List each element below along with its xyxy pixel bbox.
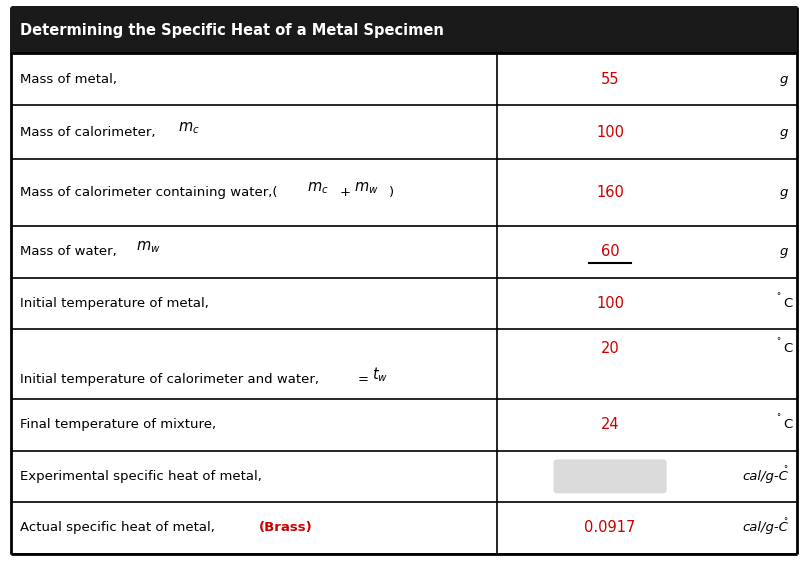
Text: Initial temperature of metal,: Initial temperature of metal, xyxy=(20,297,209,310)
Text: 100: 100 xyxy=(596,125,624,140)
Text: g: g xyxy=(780,72,788,86)
Text: Mass of calorimeter containing water,(: Mass of calorimeter containing water,( xyxy=(20,186,278,199)
Text: +: + xyxy=(339,186,351,199)
Text: Initial temperature of calorimeter and water,: Initial temperature of calorimeter and w… xyxy=(20,373,319,386)
Text: 0.0917: 0.0917 xyxy=(584,521,636,535)
Text: Determining the Specific Heat of a Metal Specimen: Determining the Specific Heat of a Metal… xyxy=(20,23,444,38)
Text: Mass of water,: Mass of water, xyxy=(20,246,117,259)
Text: (Brass): (Brass) xyxy=(259,521,313,535)
Text: cal/g-C: cal/g-C xyxy=(742,521,788,535)
Text: Final temperature of mixture,: Final temperature of mixture, xyxy=(20,419,217,431)
Text: =: = xyxy=(358,373,369,386)
Text: $\mathit{t}_w$: $\mathit{t}_w$ xyxy=(372,366,388,384)
Text: $\mathit{m}_c$: $\mathit{m}_c$ xyxy=(307,181,329,196)
Text: C: C xyxy=(783,419,792,431)
Text: °: ° xyxy=(776,292,781,301)
Text: Experimental specific heat of metal,: Experimental specific heat of metal, xyxy=(20,470,262,483)
Text: 24: 24 xyxy=(600,417,620,433)
Text: 20: 20 xyxy=(600,341,620,356)
Text: Mass of metal,: Mass of metal, xyxy=(20,72,117,86)
Text: g: g xyxy=(780,246,788,259)
Text: °: ° xyxy=(776,413,781,422)
Text: °: ° xyxy=(784,517,788,526)
Text: g: g xyxy=(780,126,788,139)
Text: 160: 160 xyxy=(596,185,624,200)
Text: C: C xyxy=(783,297,792,310)
Text: $\mathit{m}_c$: $\mathit{m}_c$ xyxy=(178,120,200,136)
Text: 55: 55 xyxy=(601,72,619,86)
Text: $\mathit{m}_w$: $\mathit{m}_w$ xyxy=(354,181,378,196)
Text: $\mathit{m}_w$: $\mathit{m}_w$ xyxy=(136,240,160,255)
Text: 60: 60 xyxy=(600,245,620,259)
Text: 100: 100 xyxy=(596,296,624,311)
Text: Mass of calorimeter,: Mass of calorimeter, xyxy=(20,126,156,139)
Bar xyxy=(11,7,797,53)
Text: °: ° xyxy=(776,338,781,347)
Text: g: g xyxy=(780,186,788,199)
Text: cal/g-C: cal/g-C xyxy=(742,470,788,483)
FancyBboxPatch shape xyxy=(553,459,667,493)
Text: °: ° xyxy=(784,465,788,474)
Text: ): ) xyxy=(389,186,393,199)
Text: C: C xyxy=(783,342,792,355)
Text: Actual specific heat of metal,: Actual specific heat of metal, xyxy=(20,521,215,535)
